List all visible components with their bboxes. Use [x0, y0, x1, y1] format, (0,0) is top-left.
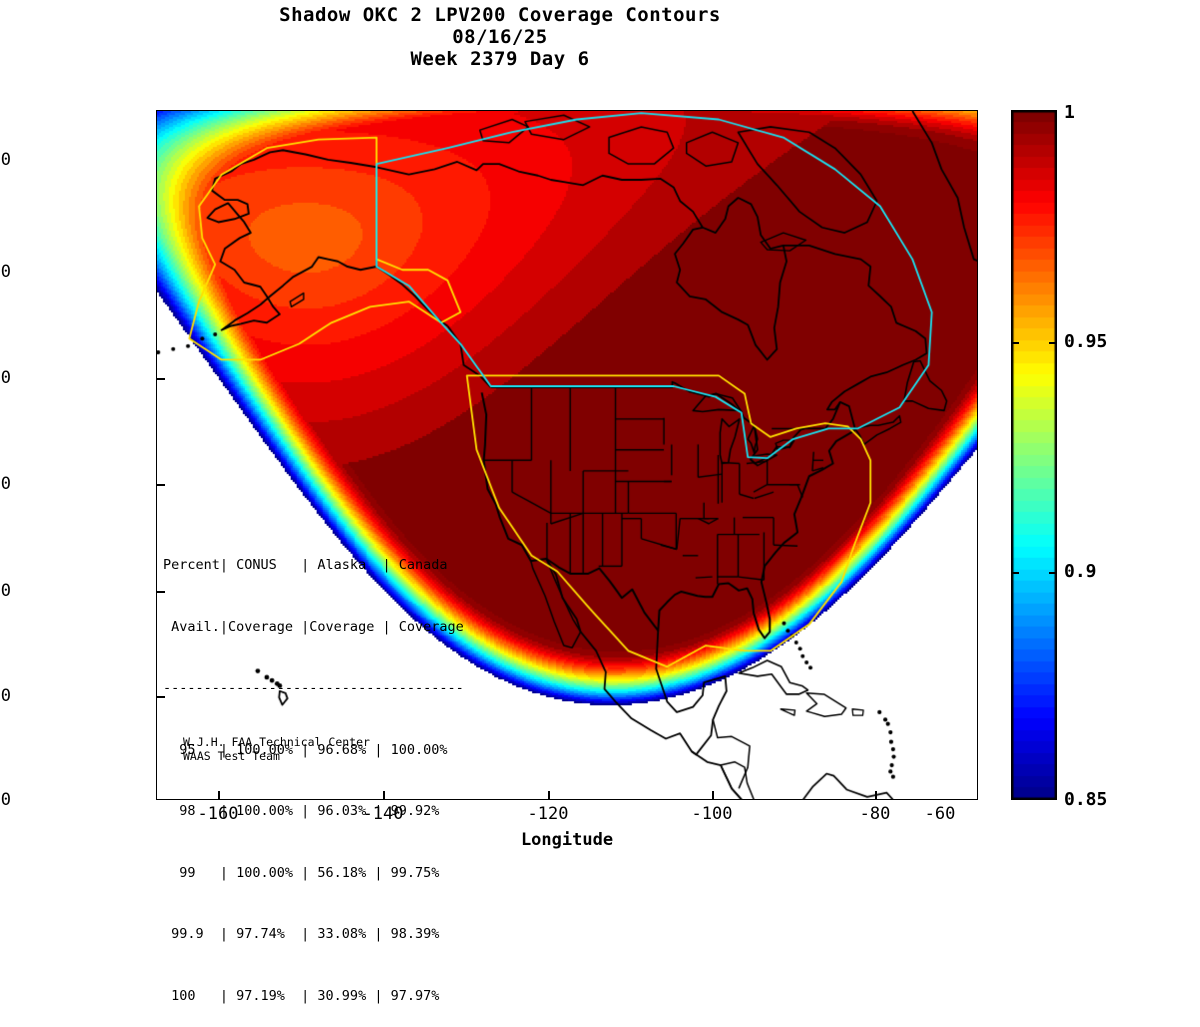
- colorbar-tick-09-left: [1011, 572, 1019, 574]
- xtick-label-80w: -80: [859, 804, 891, 824]
- colorbar-label-085: 0.85: [1064, 789, 1108, 810]
- table-row: 95 | 100.00% | 96.68% | 100.00%: [163, 741, 448, 758]
- ytick-mark-30: [156, 591, 165, 593]
- credit-block: W.J.H. FAA Technical Center WAAS Test Te…: [183, 735, 370, 763]
- ytick-label-60: 60: [0, 262, 11, 282]
- ytick-label-30: 30: [0, 581, 11, 601]
- xtick-label-60w: -60: [924, 804, 956, 824]
- colorbar: [1011, 110, 1057, 800]
- stats-header-rule: -------------------------------------: [163, 680, 464, 696]
- xtick-mark-160w: [218, 791, 220, 800]
- coverage-contour-canvas: [157, 111, 977, 799]
- xtick-mark-140w: [383, 791, 385, 800]
- xtick-mark-120w: [548, 791, 550, 800]
- xtick-mark-80w: [875, 791, 877, 800]
- stats-header-row-2: Avail.|Coverage |Coverage | Coverage: [163, 618, 464, 635]
- title-line-3: Week 2379 Day 6: [410, 48, 590, 70]
- ytick-mark-40: [156, 484, 165, 486]
- ytick-label-10: 10: [0, 790, 11, 810]
- xtick-label-140w: -140: [362, 804, 404, 824]
- chart-title-block: Shadow OKC 2 LPV200 Coverage Contours 08…: [0, 4, 1000, 70]
- credit-line-1: W.J.H. FAA Technical Center: [183, 735, 370, 749]
- colorbar-label-09: 0.9: [1064, 561, 1097, 582]
- table-row: 99 | 100.00% | 56.18% | 99.75%: [163, 864, 440, 881]
- stats-header-row-1: Percent| CONUS | Alaska | Canada: [163, 557, 448, 573]
- ytick-label-20: 20: [0, 686, 11, 706]
- xtick-label-160w: -160: [197, 804, 239, 824]
- ytick-label-50: 50: [0, 368, 11, 388]
- map-plot-area: [156, 110, 978, 800]
- ytick-mark-20: [156, 696, 165, 698]
- colorbar-tick-095-left: [1011, 342, 1019, 344]
- title-line-2: 08/16/25: [452, 26, 548, 48]
- x-axis-label: Longitude: [520, 830, 614, 850]
- colorbar-tick-095-right: [1049, 342, 1057, 344]
- xtick-label-100w: -100: [691, 804, 733, 824]
- xtick-label-120w: -120: [527, 804, 569, 824]
- credit-line-2: WAAS Test Team: [183, 749, 280, 763]
- coverage-stats-table: Percent| CONUS | Alaska | Canada Avail.|…: [163, 514, 464, 1027]
- table-row: 98 | 100.00% | 96.03% | 99.92%: [163, 803, 440, 819]
- table-row: 100 | 97.19% | 30.99% | 97.97%: [163, 987, 440, 1004]
- ytick-label-70: 70: [0, 150, 11, 170]
- colorbar-label-1: 1: [1064, 102, 1075, 123]
- table-row: 99.9 | 97.74% | 33.08% | 98.39%: [163, 926, 440, 942]
- title-line-1: Shadow OKC 2 LPV200 Coverage Contours: [279, 4, 721, 26]
- colorbar-tick-09-right: [1049, 572, 1057, 574]
- ytick-mark-50: [156, 378, 165, 380]
- ytick-label-40: 40: [0, 474, 11, 494]
- colorbar-label-095: 0.95: [1064, 331, 1108, 352]
- xtick-mark-100w: [712, 791, 714, 800]
- colorbar-gradient: [1011, 110, 1057, 800]
